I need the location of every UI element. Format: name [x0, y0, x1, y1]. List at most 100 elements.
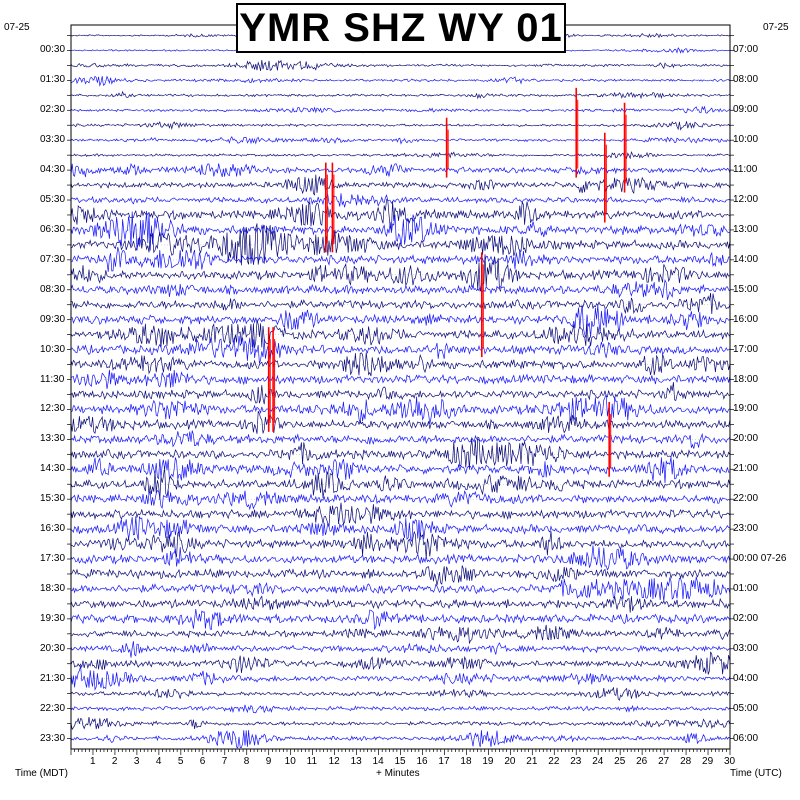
left-time-label: 03:30: [40, 134, 66, 146]
left-time-label: 20:30: [40, 642, 66, 654]
x-tick-label: 15: [394, 756, 406, 767]
x-tick-label: 18: [460, 756, 472, 767]
trace-line: [70, 490, 731, 511]
x-tick-label: 9: [265, 756, 272, 767]
right-time-label: 10:00: [733, 134, 759, 146]
left-time-label: 17:30: [40, 553, 66, 565]
left-time-label: 22:30: [40, 702, 66, 714]
x-tick-label: 6: [199, 756, 206, 767]
left-time-label: 01:30: [40, 74, 66, 86]
trace-line: [70, 411, 731, 435]
left-time-label: 15:30: [40, 493, 66, 505]
x-tick-label: 4: [155, 756, 162, 767]
left-time-label: 02:30: [40, 104, 66, 116]
trace-line: [70, 304, 730, 338]
x-tick-label: 16: [416, 756, 428, 767]
right-time-label: 05:00: [733, 702, 759, 714]
trace-line: [70, 90, 730, 100]
trace-line: [70, 320, 731, 348]
x-tick-label: 24: [592, 756, 604, 767]
right-time-label: 17:00: [733, 343, 759, 355]
trace-line: [70, 456, 730, 484]
left-time-label: 23:30: [40, 732, 66, 744]
x-tick-label: 26: [636, 756, 648, 767]
x-tick-label: 14: [372, 756, 384, 767]
trace-line: [70, 665, 731, 691]
trace-line: [70, 75, 731, 87]
x-tick-label: 23: [570, 756, 582, 767]
left-time-label: 06:30: [40, 223, 66, 235]
x-tick-label: 19: [482, 756, 494, 767]
right-time-label: 08:00: [733, 74, 759, 86]
trace-line: [70, 515, 730, 543]
trace-line: [70, 382, 730, 405]
x-tick-label: 8: [243, 756, 250, 767]
trace-line: [70, 651, 731, 675]
x-axis-label: + Minutes: [376, 768, 420, 779]
left-time-label: 13:30: [40, 433, 66, 445]
x-tick-label: 2: [111, 756, 118, 767]
trace-line: [70, 369, 731, 389]
right-time-label: 01:00: [733, 582, 759, 594]
trace-line: [70, 193, 730, 208]
right-time-label: 21:00: [733, 463, 759, 475]
trace-line: [70, 565, 730, 586]
right-time-label: 11:00: [733, 164, 758, 176]
seismic-traces: [70, 32, 731, 749]
right-time-label: 15:00: [733, 283, 759, 295]
left-time-label: 08:30: [40, 283, 66, 295]
right-time-label: 18:00: [733, 373, 759, 385]
left-time-label: 16:30: [40, 523, 66, 535]
right-axis-label: Time (UTC): [730, 768, 782, 779]
right-time-label: 16:00: [733, 313, 759, 325]
right-time-label: 23:00: [733, 523, 759, 535]
right-time-label: 03:00: [733, 642, 759, 654]
trace-line: [70, 59, 730, 72]
x-tick-label: 22: [548, 756, 560, 767]
left-time-label: 19:30: [40, 612, 66, 624]
trace-line: [70, 530, 730, 559]
trace-line: [70, 730, 730, 749]
trace-line: [70, 502, 731, 528]
left-date-label: 07-25: [4, 22, 30, 33]
trace-line: [70, 335, 730, 364]
right-time-label: 22:00: [733, 493, 759, 505]
trace-line: [71, 247, 730, 272]
left-axis-label: Time (MDT): [15, 768, 68, 779]
trace-line: [70, 210, 730, 251]
x-tick-label: 11: [306, 756, 318, 767]
x-tick-label: 30: [724, 756, 736, 767]
right-time-label: 07:00: [733, 44, 759, 56]
x-axis-ticks: [67, 35, 734, 755]
trace-line: [70, 121, 731, 131]
x-tick-label: 21: [526, 756, 538, 767]
right-time-label: 02:00: [733, 612, 759, 624]
x-tick-label: 28: [680, 756, 692, 767]
clipped-events: [267, 87, 627, 477]
left-time-label: 00:30: [40, 44, 66, 56]
right-time-label: 04:00: [733, 672, 759, 684]
chart-title-box: YMR SHZ WY 01: [236, 3, 566, 53]
trace-line: [70, 545, 731, 571]
trace-line: [70, 254, 730, 292]
right-time-label: 13:00: [733, 223, 759, 235]
right-time-label: 06:00: [733, 732, 759, 744]
x-tick-label: 17: [438, 756, 450, 767]
trace-line: [70, 624, 731, 645]
trace-line: [70, 686, 730, 701]
x-tick-label: 13: [350, 756, 362, 767]
left-time-label: 18:30: [40, 582, 66, 594]
trace-line: [70, 466, 731, 501]
left-time-label: 09:30: [40, 313, 66, 325]
trace-line: [70, 162, 731, 178]
x-tick-label: 25: [614, 756, 626, 767]
trace-line: [70, 279, 731, 300]
trace-line: [70, 641, 730, 658]
right-time-label: 12:00: [733, 194, 759, 206]
left-time-label: 04:30: [40, 164, 66, 176]
trace-line: [70, 136, 731, 145]
trace-line: [70, 352, 731, 377]
trace-line: [70, 436, 731, 470]
x-tick-label: 3: [133, 756, 140, 767]
left-time-label: 05:30: [40, 194, 66, 206]
